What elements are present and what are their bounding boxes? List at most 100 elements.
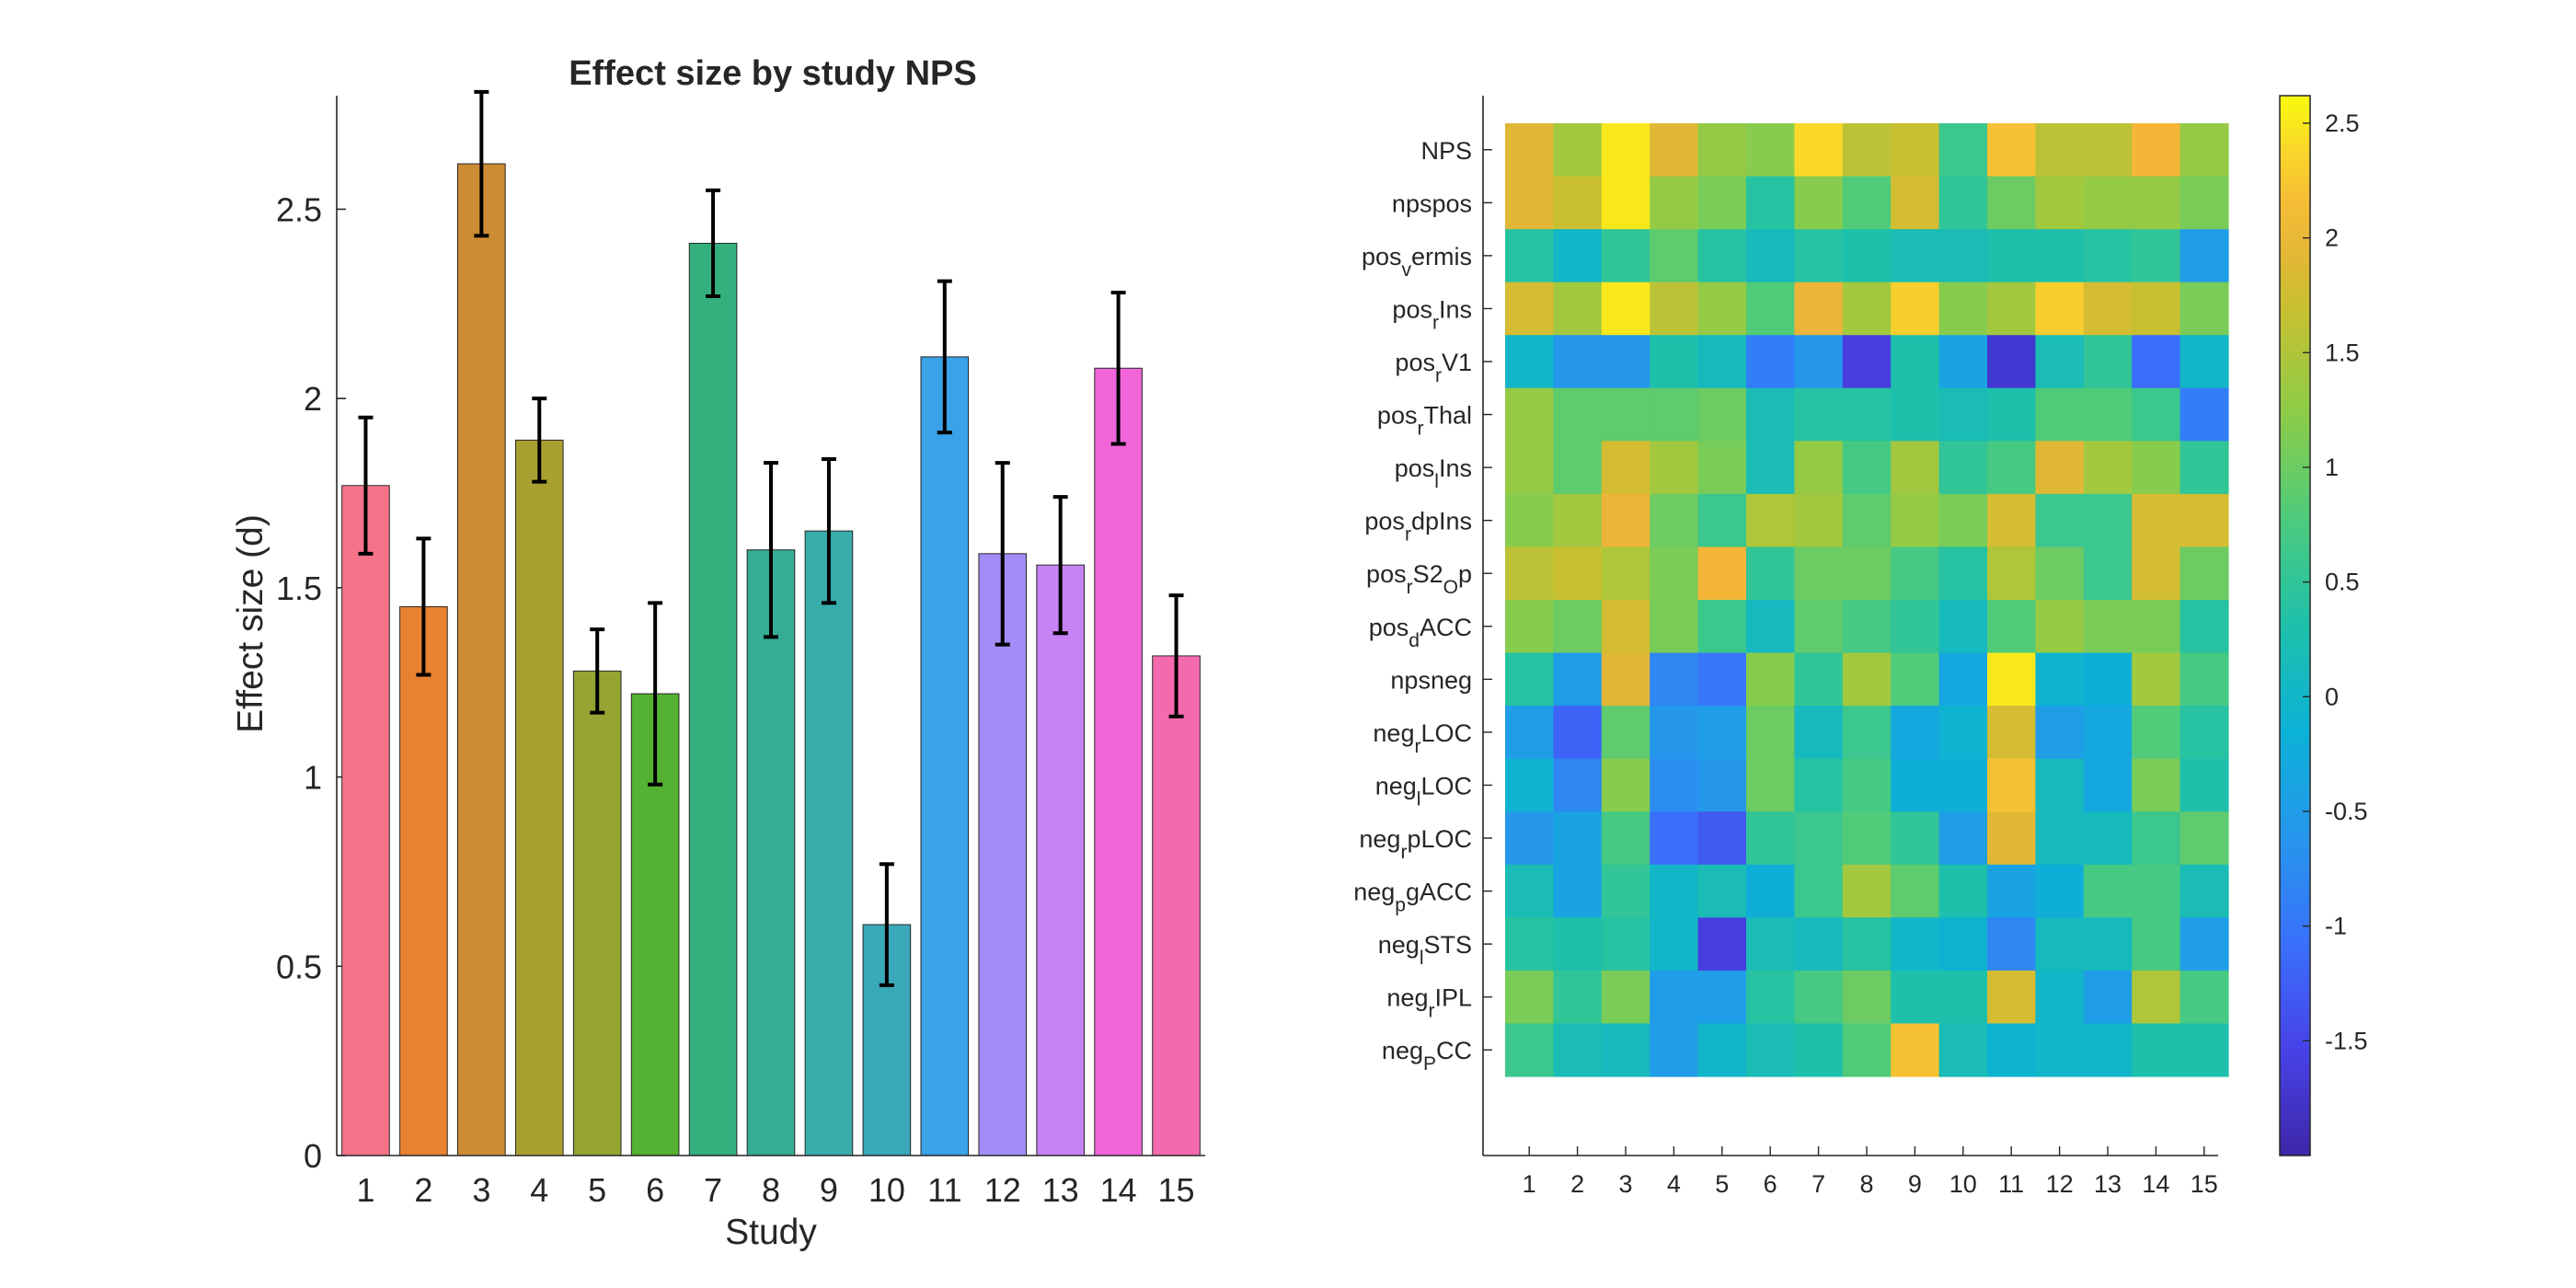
heatmap-cell <box>1601 441 1650 495</box>
heatmap-cell <box>1842 282 1892 336</box>
column-label: 6 <box>1764 1170 1777 1198</box>
heatmap-cell <box>1842 652 1892 707</box>
heatmap-cell <box>2179 546 2229 601</box>
heatmap-cell <box>1650 864 1699 918</box>
heatmap-cell <box>1697 229 1747 283</box>
bar-series <box>341 163 1201 1156</box>
bar-chart-y-ticks: 0 0.5 1 1.5 2 2.5 <box>276 190 346 1175</box>
heatmap-cell <box>1601 758 1650 812</box>
heatmap-cell <box>1650 811 1699 866</box>
heatmap-cell <box>2083 335 2133 389</box>
heatmap-cell <box>1987 123 2036 178</box>
heatmap-cell <box>1505 652 1554 707</box>
heatmap-cell <box>1987 282 2036 336</box>
heatmap-cell <box>1794 600 1844 654</box>
heatmap-cell <box>1891 493 1940 548</box>
row-label: posvermis <box>1362 243 1472 281</box>
heatmap-cell <box>1938 917 1988 972</box>
heatmap-cell <box>1505 706 1554 760</box>
heatmap-cell <box>2035 970 2085 1025</box>
heatmap-cell <box>1891 176 1940 230</box>
x-tick-label: 3 <box>472 1171 490 1209</box>
heatmap-cell <box>1987 546 2036 601</box>
heatmap-cell <box>2035 917 2085 972</box>
column-label: 11 <box>1998 1170 2024 1198</box>
row-label: NPS <box>1420 137 1472 165</box>
heatmap-cell <box>1601 811 1650 866</box>
heatmap-cell <box>1697 864 1747 918</box>
heatmap-cell <box>2035 758 2085 812</box>
heatmap-cell <box>1601 123 1650 178</box>
heatmap-cell <box>2132 758 2181 812</box>
colorbar-tick-label: -1.5 <box>2325 1027 2368 1054</box>
heatmap-cell <box>2179 123 2229 178</box>
heatmap-cell <box>1650 758 1699 812</box>
heatmap-cell <box>2083 864 2133 918</box>
heatmap-cell <box>1505 176 1554 230</box>
heatmap-cell <box>1938 441 1988 495</box>
heatmap-cell <box>1891 970 1940 1025</box>
heatmap-cell <box>2035 123 2085 178</box>
heatmap-row-labels: NPS npspos posvermis posrIns posrV1 posrThal p… <box>1353 137 1492 1075</box>
x-tick-label: 5 <box>588 1171 606 1209</box>
heatmap-cell <box>2179 282 2229 336</box>
heatmap-cell <box>1938 493 1988 548</box>
heatmap-cell <box>1650 493 1699 548</box>
heatmap-cell <box>1987 917 2036 972</box>
heatmap-cell <box>1746 970 1795 1025</box>
heatmap-cell <box>2132 387 2181 442</box>
heatmap-cell <box>1938 652 1988 707</box>
heatmap-cell <box>1794 706 1844 760</box>
heatmap-cell <box>1938 335 1988 389</box>
x-tick-label: 6 <box>646 1171 664 1209</box>
row-label: neglLOC <box>1375 772 1472 810</box>
heatmap-cell <box>2083 758 2133 812</box>
heatmap-cell <box>2083 229 2133 283</box>
heatmap-cell <box>2083 123 2133 178</box>
heatmap-cell <box>2083 282 2133 336</box>
heatmap-cell <box>1987 970 2036 1025</box>
x-tick-label: 10 <box>868 1171 905 1209</box>
heatmap-cell <box>2035 387 2085 442</box>
heatmap-cell <box>1746 441 1795 495</box>
heatmap-cell <box>2132 229 2181 283</box>
heatmap-cell <box>2179 493 2229 548</box>
heatmap-cell <box>1697 493 1747 548</box>
heatmap-cell <box>1746 123 1795 178</box>
heatmap-cell <box>2035 546 2085 601</box>
heatmap-cell <box>2179 864 2229 918</box>
heatmap-cell <box>1505 811 1554 866</box>
heatmap-cell <box>2083 387 2133 442</box>
heatmap-cell <box>1650 335 1699 389</box>
row-label: posrdpIns <box>1364 508 1472 546</box>
heatmap-cell <box>1794 1023 1844 1077</box>
heatmap-cell <box>1746 864 1795 918</box>
heatmap-cell <box>1842 335 1892 389</box>
heatmap-cell <box>2132 652 2181 707</box>
colorbar-tick-label: -1 <box>2325 913 2347 940</box>
heatmap-cell <box>1938 282 1988 336</box>
heatmap-cell <box>1553 864 1603 918</box>
bar-chart: Effect size by study NPS Effect size (d)… <box>231 54 1205 1252</box>
colorbar-tick-label: 2.5 <box>2325 109 2360 137</box>
heatmap-cell <box>1650 282 1699 336</box>
heatmap-cell <box>1938 229 1988 283</box>
heatmap-cell <box>1650 123 1699 178</box>
bar <box>1036 564 1085 1156</box>
row-label: posrS2Op <box>1366 560 1472 598</box>
heatmap-cell <box>1650 176 1699 230</box>
heatmap-cell <box>1697 758 1747 812</box>
heatmap-cell <box>1505 229 1554 283</box>
heatmap-cell <box>1891 335 1940 389</box>
heatmap-cell <box>1505 546 1554 601</box>
heatmap-cell <box>1891 229 1940 283</box>
heatmap-cell <box>1938 1023 1988 1077</box>
heatmap-cell <box>1553 229 1603 283</box>
heatmap-cell <box>1697 335 1747 389</box>
x-tick-label: 4 <box>530 1171 548 1209</box>
heatmap-cell <box>2083 811 2133 866</box>
heatmap-cell <box>2132 706 2181 760</box>
heatmap-cell <box>1650 600 1699 654</box>
heatmap-cell <box>2083 600 2133 654</box>
heatmap-cell <box>1601 387 1650 442</box>
